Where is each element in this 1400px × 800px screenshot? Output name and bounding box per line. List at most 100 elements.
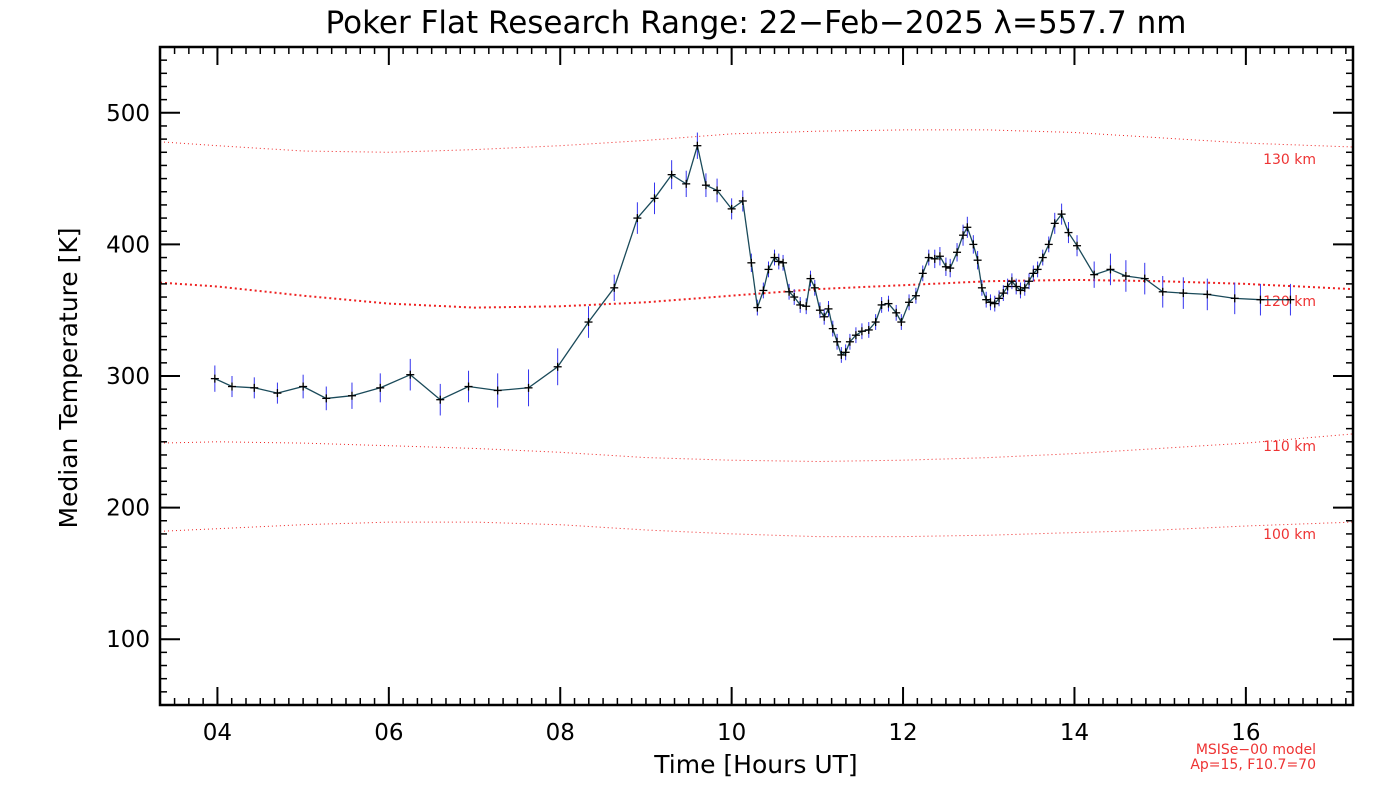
data-point [1073,241,1082,250]
data-point [946,264,955,273]
series-line-0 [214,145,1291,401]
data-point [806,274,815,283]
data-point [250,383,259,392]
x-tick-label: 16 [1231,720,1260,746]
model-curve-100-km [159,521,1354,538]
data-series [210,132,1295,416]
data-point [1121,271,1130,280]
data-point [959,231,968,240]
data-point [953,248,962,257]
data-point [1158,287,1167,296]
data-point [841,348,850,357]
data-point [999,289,1008,298]
data-point [464,382,473,391]
x-tick-label: 08 [546,720,575,746]
model-label-130-km: 130 km [1263,152,1316,168]
model-note-line-2: Ap=15, F10.7=70 [1190,757,1316,773]
data-point [802,302,811,311]
plot-frame [158,45,1355,707]
data-point [713,186,722,195]
y-tick-label: 200 [106,496,150,522]
data-point [905,298,914,307]
data-point [877,300,886,309]
data-point [871,318,880,327]
data-point [347,391,356,400]
data-point [299,382,308,391]
data-point [982,295,991,304]
data-point [1044,240,1053,249]
data-point [667,170,676,179]
x-tick-label: 04 [203,720,232,746]
data-point [376,383,385,392]
data-point [837,350,846,359]
data-point [790,293,799,302]
data-point [935,252,944,261]
data-point [1203,290,1212,299]
data-point [747,258,756,267]
data-point [1106,265,1115,274]
data-point [1003,282,1012,291]
data-point [770,253,779,262]
data-point [828,324,837,333]
data-point [273,389,282,398]
data-point [884,299,893,308]
data-point [610,283,619,292]
data-point [833,337,842,346]
data-point [977,283,986,292]
data-point [779,258,788,267]
data-point [1016,286,1025,295]
data-point [924,253,933,262]
data-point [1012,282,1021,291]
model-curve-110-km [159,433,1354,463]
data-point [796,300,805,309]
data-point [973,256,982,265]
data-point [1140,274,1149,283]
data-point [897,318,906,327]
model-note-line-1: MSISe−00 model [1196,742,1316,758]
data-point [1029,269,1038,278]
data-point [1007,277,1016,286]
data-point [650,194,659,203]
y-axis-label: Median Temperature [K] [54,227,83,528]
data-point [864,325,873,334]
data-point [995,294,1004,303]
data-point [1090,270,1099,279]
data-point [436,395,445,404]
data-point [918,269,927,278]
data-point [1179,289,1188,298]
data-point [785,287,794,296]
y-tick-label: 400 [106,232,150,258]
data-point [406,370,415,379]
data-point [701,181,710,190]
data-point [986,298,995,307]
data-point [524,383,533,392]
data-point [633,214,642,223]
data-point [227,382,236,391]
data-point [1033,265,1042,274]
data-point [753,303,762,312]
data-point [1025,277,1034,286]
x-tick-label: 12 [888,720,917,746]
data-point [824,304,833,313]
data-point [1286,295,1295,304]
data-point [584,318,593,327]
chart-title: Poker Flat Research Range: 22−Feb−2025 λ… [326,5,1187,41]
data-point [210,374,219,383]
data-point [764,265,773,274]
data-point [493,386,502,395]
data-point [1038,253,1047,262]
data-point [892,308,901,317]
data-point [810,283,819,292]
data-point [693,141,702,150]
data-point [738,196,747,205]
data-point [820,312,829,321]
data-point [1050,219,1059,228]
data-point [963,223,972,232]
data-point [851,331,860,340]
data-point [815,306,824,315]
model-label-110-km: 110 km [1263,439,1316,455]
y-tick-label: 300 [106,364,150,390]
x-tick-label: 06 [374,720,403,746]
model-curves: 130 km 120 km 110 km 100 km [159,129,1354,543]
data-point [857,327,866,336]
